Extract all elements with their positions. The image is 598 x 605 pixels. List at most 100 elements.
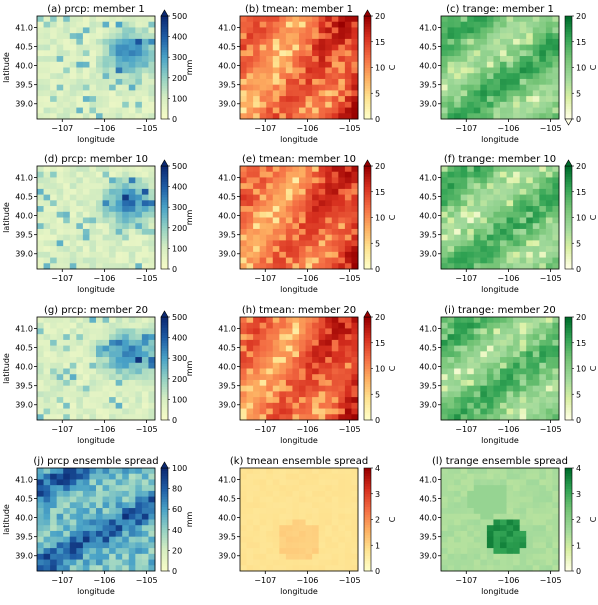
heatmap-cell (318, 38, 326, 46)
heatmap-cell (50, 548, 58, 555)
heatmap-cell (272, 61, 280, 68)
heatmap-cell (272, 519, 280, 526)
heatmap-cell (506, 234, 514, 241)
heatmap-cell (447, 217, 455, 224)
heatmap-cell (96, 368, 103, 375)
heatmap-cell (506, 61, 514, 68)
heatmap-cell (467, 107, 475, 114)
heatmap-cell (128, 21, 136, 28)
colorbar-tick-label: 300 (172, 203, 187, 212)
heatmap-cell (50, 96, 58, 103)
heatmap-cell (460, 234, 468, 241)
heatmap-cell (506, 56, 514, 63)
heatmap-cell (96, 362, 103, 369)
heatmap-cell (299, 502, 306, 509)
heatmap-cell (454, 502, 462, 509)
heatmap-cell (500, 257, 507, 264)
heatmap-cell (545, 251, 553, 258)
heatmap-cell (148, 397, 156, 404)
colorbar-segment (565, 470, 572, 474)
heatmap-cell (56, 553, 64, 560)
heatmap-cell (500, 473, 507, 480)
heatmap-field (441, 468, 560, 572)
heatmap-cell (135, 322, 143, 329)
heatmap-cell (447, 84, 455, 91)
heatmap-cell (447, 328, 455, 335)
heatmap-cell (338, 50, 346, 57)
heatmap-cell (447, 50, 455, 57)
heatmap-cell (240, 240, 247, 247)
heatmap-cell (312, 414, 320, 421)
heatmap-cell (325, 368, 333, 375)
heatmap-cell (128, 473, 136, 480)
y-tick-label: 40.5 (15, 495, 33, 504)
heatmap-cell (338, 211, 346, 218)
heatmap-cell (506, 345, 514, 352)
colorbar-tick-label: 10 (576, 64, 586, 73)
heatmap-cell (89, 473, 97, 480)
colorbar-segment (161, 329, 168, 333)
colorbar-tick-label: 2 (375, 516, 380, 525)
colorbar-segment (364, 173, 371, 177)
heatmap-cell (37, 496, 44, 503)
heatmap-cell (447, 166, 455, 173)
heatmap-cell (135, 217, 143, 224)
heatmap-cell (148, 542, 156, 549)
colorbar-segment (161, 93, 168, 97)
heatmap-cell (285, 56, 293, 63)
heatmap-cell (506, 107, 514, 114)
heatmap-cell (500, 328, 507, 335)
heatmap-cell (480, 530, 488, 538)
heatmap-cell (266, 78, 274, 86)
heatmap-cell (539, 183, 547, 190)
heatmap-cell (299, 228, 306, 236)
heatmap-cell (128, 525, 136, 532)
heatmap-cell (82, 73, 90, 80)
heatmap-cell (50, 402, 58, 409)
heatmap-cell (43, 38, 51, 46)
heatmap-cell (460, 351, 468, 358)
heatmap-cell (318, 257, 326, 264)
heatmap-cell (338, 362, 346, 369)
colorbar-segment (565, 253, 572, 257)
colorbar-segment (161, 340, 168, 344)
heatmap-cell (37, 408, 44, 415)
heatmap-cell (56, 402, 64, 409)
heatmap-cell (240, 246, 247, 253)
heatmap-cell (338, 397, 346, 404)
heatmap-cell (473, 200, 481, 207)
colorbar-segment (364, 527, 371, 531)
heatmap-cell (539, 200, 547, 207)
heatmap-cell (351, 38, 359, 46)
heatmap-cell (253, 490, 261, 498)
panel-b: (b) tmean: member 1−107 −106 −105longitude… (218, 4, 397, 144)
heatmap-cell (253, 317, 261, 324)
heatmap-cell (532, 96, 540, 103)
heatmap-cell (63, 508, 71, 515)
y-tick-label: 40.5 (419, 344, 437, 353)
colorbar-segment (565, 534, 572, 538)
heatmap-cell (82, 101, 90, 108)
heatmap-cell (318, 228, 326, 236)
heatmap-cell (299, 513, 306, 520)
colorbar-segment (161, 235, 168, 239)
heatmap-cell (351, 240, 359, 247)
heatmap-cell (545, 334, 553, 341)
heatmap-cell (272, 228, 280, 236)
heatmap-cell (500, 385, 507, 392)
panel-title: (i) trange: member 20 (444, 305, 555, 316)
heatmap-cell (299, 263, 306, 270)
heatmap-cell (89, 542, 97, 549)
heatmap-cell (246, 73, 254, 80)
heatmap-cell (253, 90, 261, 97)
colorbar-segment (161, 516, 168, 520)
heatmap-cell (473, 50, 481, 57)
colorbar-segment (161, 414, 168, 418)
heatmap-cell (460, 519, 468, 526)
heatmap-cell (56, 107, 64, 114)
heatmap-cell (50, 357, 58, 364)
heatmap-cell (506, 194, 514, 201)
heatmap-cell (259, 27, 267, 34)
heatmap-cell (56, 16, 64, 23)
